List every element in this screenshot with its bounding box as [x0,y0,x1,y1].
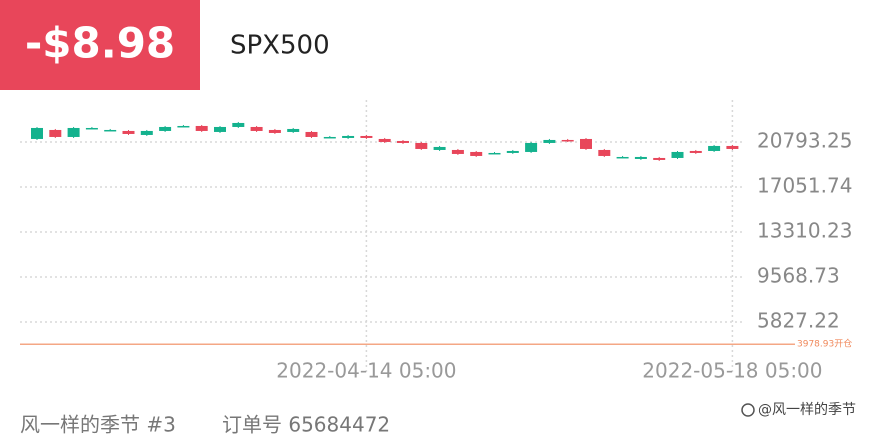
candle-body [488,152,501,155]
pnl-box [0,0,200,90]
candle-body [634,156,647,159]
y-tick-label: 13310.23 [757,218,852,242]
watermark: @风一样的季节 [758,402,856,418]
candle-body [268,129,281,133]
candle-body [232,122,245,127]
candle-body [31,127,43,139]
y-tick-label: 5827.22 [757,308,840,332]
candle-body [561,139,574,142]
pnl: -$8.98 [25,19,175,68]
candle-body [214,126,226,132]
candle-body [85,127,98,130]
x-tick-label: 2022-05-18 05:00 [642,359,822,383]
symbol: SPX500 [230,31,330,61]
watermark-icon [741,403,755,417]
candle-body [689,150,702,153]
candle-body [726,145,739,149]
candle-body [287,128,300,132]
candle-body [104,129,117,132]
candle-body [360,135,373,138]
candle-body [543,139,556,143]
candle-body [580,138,592,149]
candle-body [323,136,336,139]
candle-body [598,149,611,156]
y-tick-label: 9568.73 [757,263,840,287]
y-tick-label: 17051.74 [757,173,852,197]
candle-body [415,142,428,149]
candle-body [140,130,153,135]
candle-body [708,145,721,151]
candle-body [177,125,190,128]
candle-body [305,131,318,137]
open-line-label: 3978.93开仓 [797,338,852,350]
candle-body [671,151,684,158]
candle-body [378,138,391,142]
x-tick-label: 2022-04-14 05:00 [276,359,456,383]
candle-body [49,129,62,137]
candle-body [470,151,483,156]
candle-body [616,156,629,159]
user: 风一样的季节 #3 [20,413,176,437]
candle-body [122,130,135,134]
candle-body [250,126,263,131]
order: 订单号 65684472 [222,413,390,437]
candle-body [67,127,80,137]
candle-body [397,140,409,143]
candle-body [342,135,355,138]
candle-body [433,146,446,150]
candle-body [506,150,519,153]
candle-body [525,142,538,152]
candle-body [451,149,464,154]
candle-body [653,157,666,160]
candle-body [159,126,172,131]
y-tick-label: 20793.25 [757,128,852,152]
candle-body [195,125,208,131]
